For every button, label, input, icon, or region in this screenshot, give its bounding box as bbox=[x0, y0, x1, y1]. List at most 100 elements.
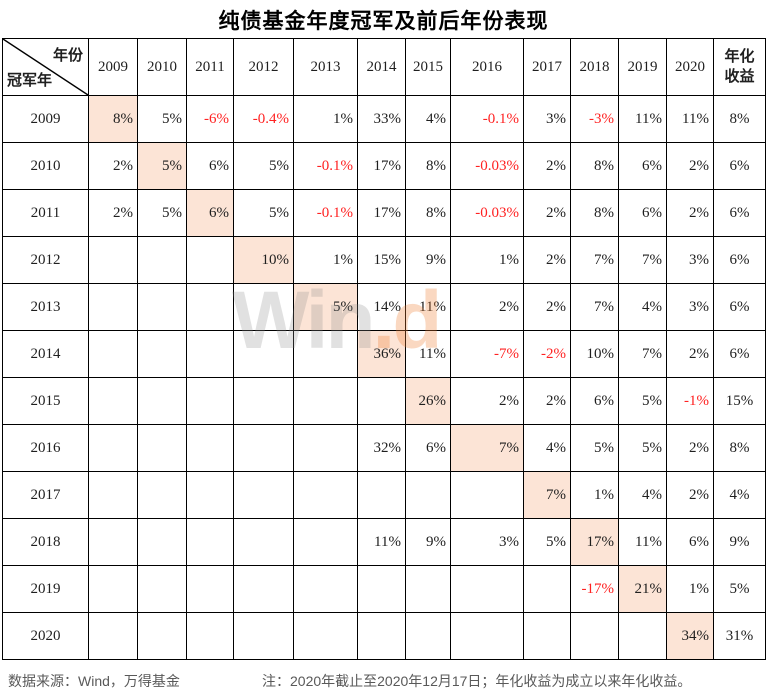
cell-2013-2011 bbox=[186, 283, 234, 331]
page-title: 纯债基金年度冠军及前后年份表现 bbox=[218, 9, 549, 33]
row-header-2012: 2012 bbox=[2, 236, 89, 284]
cell-2020-2009 bbox=[88, 612, 138, 660]
footer: 数据来源：Wind，万得基金 注：2020年截止至2020年12月17日；年化收… bbox=[0, 671, 767, 693]
champion-cell-2020-2020: 34% bbox=[666, 612, 714, 660]
row-header-2013: 2013 bbox=[2, 283, 89, 331]
annualized-2019: 5% bbox=[713, 565, 766, 613]
annualized-2015: 15% bbox=[713, 377, 766, 425]
cell-2020-2016 bbox=[450, 612, 524, 660]
cell-2017-2011 bbox=[186, 471, 234, 519]
table-row-2020: 2020 34% 31% bbox=[2, 612, 766, 660]
table-row-2014: 2014 36% 11% -7% -2% 10% 7% 2% 6% bbox=[2, 330, 766, 378]
table-row-2013: 2013 5% 14% 11% 2% 2% 7% 4% 3% 6% bbox=[2, 283, 766, 331]
column-header-2013: 2013 bbox=[293, 38, 358, 96]
cell-2013-2014: 14% bbox=[357, 283, 406, 331]
cell-2012-2015: 9% bbox=[405, 236, 451, 284]
cell-2013-2017: 2% bbox=[523, 283, 571, 331]
cell-2018-2009 bbox=[88, 518, 138, 566]
annualized-2012: 6% bbox=[713, 236, 766, 284]
cell-2017-2016 bbox=[450, 471, 524, 519]
corner-label-year: 年份 bbox=[52, 48, 83, 64]
cell-2011-2020: 2% bbox=[666, 189, 714, 237]
table-row-2009: 2009 8% 5% -6% -0.4% 1% 33% 4% -0.1% 3% -3% 11% 11% 8… bbox=[2, 95, 766, 143]
cell-2017-2015 bbox=[405, 471, 451, 519]
cell-2016-2009 bbox=[88, 424, 138, 472]
annualized-header-line: 年化 bbox=[724, 48, 755, 65]
corner-label-champion-year: 冠军年 bbox=[7, 73, 53, 89]
cell-2011-2019: 6% bbox=[618, 189, 667, 237]
cell-2016-2011 bbox=[186, 424, 234, 472]
cell-2011-2018: 8% bbox=[570, 189, 619, 237]
table-row-2011: 2011 2% 5% 6% 5% -0.1% 17% 8% -0.03% 2% 8% 6% 2% 6% bbox=[2, 189, 766, 237]
annualized-header-line: 收益 bbox=[724, 69, 755, 85]
cell-2009-2010: 5% bbox=[137, 95, 187, 143]
cell-2016-2012 bbox=[233, 424, 294, 472]
cell-2020-2014 bbox=[357, 612, 406, 660]
cell-2017-2019: 4% bbox=[618, 471, 667, 519]
cell-2009-2020: 11% bbox=[666, 95, 714, 143]
cell-2019-2014 bbox=[357, 565, 406, 613]
cell-2018-2020: 6% bbox=[666, 518, 714, 566]
champion-cell-2016-2016: 7% bbox=[450, 424, 524, 472]
champion-cell-2017-2017: 7% bbox=[523, 471, 571, 519]
cell-2019-2020: 1% bbox=[666, 565, 714, 613]
footnote: 注：2020年截止至2020年12月17日；年化收益为成立以来年化收益。 bbox=[262, 673, 692, 689]
cell-2016-2017: 4% bbox=[523, 424, 571, 472]
cell-2019-2016 bbox=[450, 565, 524, 613]
cell-2018-2011 bbox=[186, 518, 234, 566]
cell-2013-2020: 3% bbox=[666, 283, 714, 331]
cell-2016-2020: 2% bbox=[666, 424, 714, 472]
cell-2009-2014: 33% bbox=[357, 95, 406, 143]
cell-2014-2010 bbox=[137, 330, 187, 378]
annualized-2016: 8% bbox=[713, 424, 766, 472]
cell-2019-2010 bbox=[137, 565, 187, 613]
cell-2010-2016: -0.03% bbox=[450, 142, 524, 190]
cell-2012-2014: 15% bbox=[357, 236, 406, 284]
row-header-2016: 2016 bbox=[2, 424, 89, 472]
corner-header: 年份冠军年 bbox=[2, 38, 89, 96]
cell-2015-2019: 5% bbox=[618, 377, 667, 425]
cell-2016-2013 bbox=[293, 424, 358, 472]
cell-2012-2018: 7% bbox=[570, 236, 619, 284]
row-header-2011: 2011 bbox=[2, 189, 89, 237]
row-header-2014: 2014 bbox=[2, 330, 89, 378]
cell-2018-2014: 11% bbox=[357, 518, 406, 566]
table-row-2010: 2010 2% 5% 6% 5% -0.1% 17% 8% -0.03% 2% 8% 6% 2% 6% bbox=[2, 142, 766, 190]
cell-2013-2009 bbox=[88, 283, 138, 331]
cell-2015-2014 bbox=[357, 377, 406, 425]
cell-2010-2018: 8% bbox=[570, 142, 619, 190]
cell-2019-2018: -17% bbox=[570, 565, 619, 613]
cell-2017-2009 bbox=[88, 471, 138, 519]
cell-2020-2015 bbox=[405, 612, 451, 660]
champion-cell-2012-2012: 10% bbox=[233, 236, 294, 284]
table-row-2018: 2018 11% 9% 3% 5% 17% 11% 6% 9% bbox=[2, 518, 766, 566]
cell-2010-2020: 2% bbox=[666, 142, 714, 190]
cell-2018-2012 bbox=[233, 518, 294, 566]
cell-2014-2018: 10% bbox=[570, 330, 619, 378]
row-header-2017: 2017 bbox=[2, 471, 89, 519]
cell-2012-2011 bbox=[186, 236, 234, 284]
cell-2013-2012 bbox=[233, 283, 294, 331]
cell-2020-2017 bbox=[523, 612, 571, 660]
cell-2010-2017: 2% bbox=[523, 142, 571, 190]
cell-2014-2019: 7% bbox=[618, 330, 667, 378]
cell-2013-2010 bbox=[137, 283, 187, 331]
diagonal-line bbox=[3, 39, 88, 95]
cell-2017-2014 bbox=[357, 471, 406, 519]
row-header-2010: 2010 bbox=[2, 142, 89, 190]
cell-2015-2017: 2% bbox=[523, 377, 571, 425]
cell-2014-2013 bbox=[293, 330, 358, 378]
champion-cell-2009-2009: 8% bbox=[88, 95, 138, 143]
cell-2011-2015: 8% bbox=[405, 189, 451, 237]
cell-2018-2015: 9% bbox=[405, 518, 451, 566]
cell-2010-2012: 5% bbox=[233, 142, 294, 190]
column-header-annualized-return: 年化 收益 bbox=[713, 38, 766, 96]
row-header-2015: 2015 bbox=[2, 377, 89, 425]
column-header-2009: 2009 bbox=[88, 38, 138, 96]
annualized-2014: 6% bbox=[713, 330, 766, 378]
cell-2014-2009 bbox=[88, 330, 138, 378]
cell-2011-2012: 5% bbox=[233, 189, 294, 237]
cell-2018-2010 bbox=[137, 518, 187, 566]
column-header-2019: 2019 bbox=[618, 38, 667, 96]
